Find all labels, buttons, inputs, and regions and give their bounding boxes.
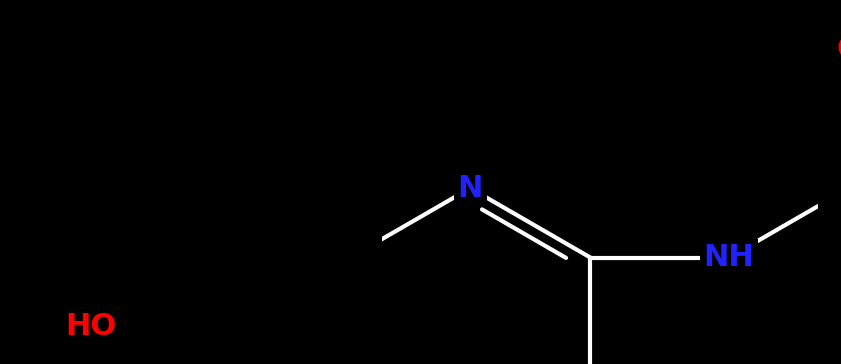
Text: NH: NH: [704, 243, 754, 272]
Text: O: O: [836, 35, 841, 64]
Text: HO: HO: [66, 312, 117, 341]
Text: N: N: [458, 174, 483, 203]
